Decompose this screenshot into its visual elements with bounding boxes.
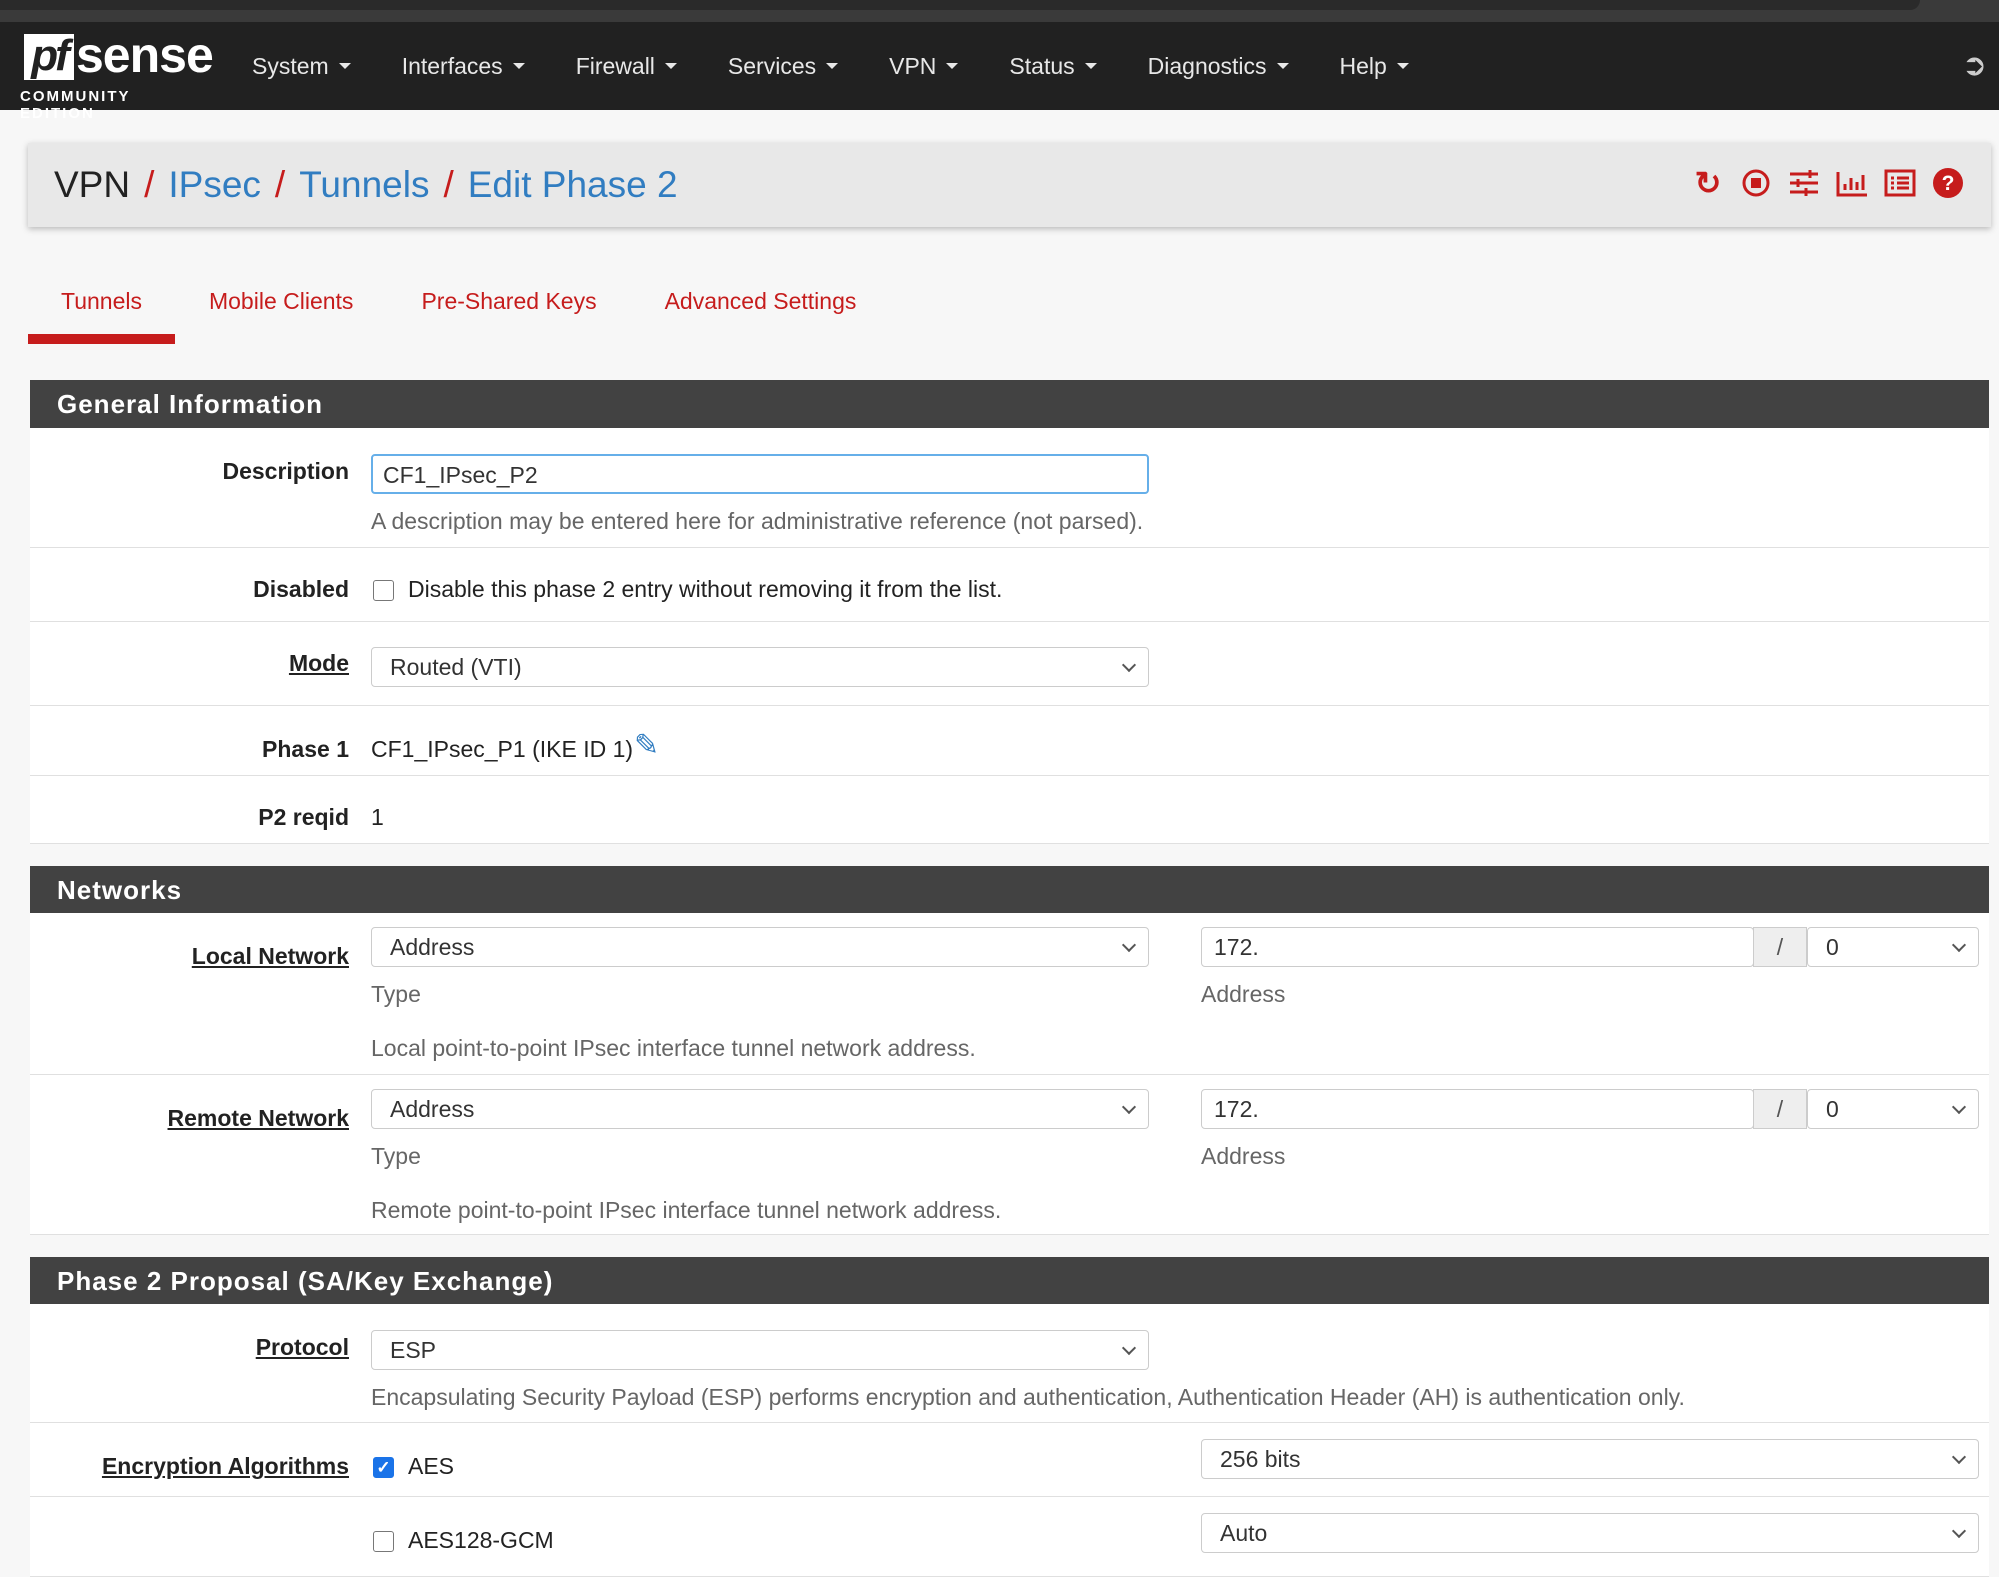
local-type-label: Type xyxy=(371,981,421,1007)
caret-down-icon xyxy=(512,63,525,69)
description-help: A description may be entered here for ad… xyxy=(371,508,1144,534)
logout-icon[interactable]: ➲ xyxy=(1961,49,1987,82)
remote-type-label: Type xyxy=(371,1143,421,1169)
remote-address-input[interactable]: 172. xyxy=(1201,1089,1754,1129)
stop-icon[interactable] xyxy=(1739,163,1773,203)
help-icon[interactable]: ? xyxy=(1931,163,1965,203)
description-label: Description xyxy=(222,458,349,484)
disabled-label: Disabled xyxy=(253,576,349,602)
phase1-label: Phase 1 xyxy=(262,736,349,762)
aes128gcm-keylen-select[interactable]: Auto xyxy=(1201,1513,1979,1553)
tab-bar: Tunnels Mobile Clients Pre-Shared Keys A… xyxy=(28,284,890,344)
row-protocol: Protocol ESP Encapsulating Security Payl… xyxy=(30,1304,1989,1423)
nav-services[interactable]: Services xyxy=(728,53,839,80)
disabled-checkbox[interactable] xyxy=(373,580,394,601)
nav-diagnostics[interactable]: Diagnostics xyxy=(1148,53,1289,80)
remote-network-help: Remote point-to-point IPsec interface tu… xyxy=(371,1197,1002,1223)
breadcrumb-edit-phase2[interactable]: Edit Phase 2 xyxy=(467,164,678,205)
caret-down-icon xyxy=(1276,63,1289,69)
aes-checkbox[interactable]: ✓ xyxy=(373,1457,394,1478)
pfsense-logo[interactable]: pf sense COMMUNITY EDITION xyxy=(20,27,214,122)
local-prefix-select[interactable]: 0 xyxy=(1807,927,1979,967)
navbar: pf sense COMMUNITY EDITION System Interfac… xyxy=(0,22,1999,122)
caret-down-icon xyxy=(1084,63,1097,69)
pencil-icon[interactable]: ✎ xyxy=(634,729,660,762)
row-disabled: Disabled Disable this phase 2 entry with… xyxy=(30,548,1989,622)
nav-firewall[interactable]: Firewall xyxy=(576,53,677,80)
restart-icon[interactable]: ↻ xyxy=(1694,165,1722,201)
remote-address-label: Address xyxy=(1201,1143,1286,1169)
aes-keylen-select[interactable]: 256 bits xyxy=(1201,1439,1979,1479)
disabled-text: Disable this phase 2 entry without remov… xyxy=(408,576,1003,602)
local-address-input[interactable]: 172. xyxy=(1201,927,1754,967)
nav-system[interactable]: System xyxy=(252,53,351,80)
row-phase1: Phase 1 CF1_IPsec_P1 (IKE ID 1) ✎ xyxy=(30,706,1989,776)
caret-down-icon xyxy=(664,63,677,69)
caret-down-icon xyxy=(946,63,959,69)
tab-mobile-clients[interactable]: Mobile Clients xyxy=(208,288,354,314)
breadcrumb-tunnels[interactable]: Tunnels xyxy=(299,164,430,205)
window-top-strip xyxy=(0,0,1999,22)
local-type-select[interactable]: Address xyxy=(371,927,1149,967)
list-icon[interactable] xyxy=(1883,163,1917,203)
tab-tunnels[interactable]: Tunnels xyxy=(28,284,175,344)
phase1-value: CF1_IPsec_P1 (IKE ID 1) xyxy=(371,736,634,762)
remote-type-select[interactable]: Address xyxy=(371,1089,1149,1129)
aes128gcm-checkbox[interactable] xyxy=(373,1531,394,1552)
reqid-label: P2 reqid xyxy=(258,804,349,830)
description-input[interactable]: CF1_IPsec_P2 xyxy=(371,454,1149,494)
bar-chart-icon[interactable] xyxy=(1835,163,1869,203)
nav-vpn[interactable]: VPN xyxy=(889,53,959,80)
nav-help[interactable]: Help xyxy=(1340,53,1409,80)
panel-header-proposal: Phase 2 Proposal (SA/Key Exchange) xyxy=(30,1257,1989,1305)
breadcrumb-ipsec[interactable]: IPsec xyxy=(168,164,261,205)
aes128gcm-label: AES128-GCM xyxy=(408,1527,554,1553)
sliders-icon[interactable] xyxy=(1787,163,1821,203)
tab-advanced-settings[interactable]: Advanced Settings xyxy=(664,288,857,314)
protocol-label[interactable]: Protocol xyxy=(255,1334,349,1360)
row-description: Description CF1_IPsec_P2 A description m… xyxy=(30,428,1989,548)
panel-header-general: General Information xyxy=(30,380,1989,428)
local-network-label[interactable]: Local Network xyxy=(191,943,349,969)
remote-prefix-select[interactable]: 0 xyxy=(1807,1089,1979,1129)
tab-pre-shared-keys[interactable]: Pre-Shared Keys xyxy=(421,288,597,314)
local-address-label: Address xyxy=(1201,981,1286,1007)
row-mode: Mode Routed (VTI) xyxy=(30,622,1989,706)
caret-down-icon xyxy=(338,63,351,69)
mode-label[interactable]: Mode xyxy=(288,650,349,676)
reqid-value: 1 xyxy=(371,804,384,830)
nav-interfaces[interactable]: Interfaces xyxy=(402,53,525,80)
breadcrumb-vpn: VPN xyxy=(54,164,131,205)
row-remote-network: Remote Network Address Type 172. / 0 Add… xyxy=(30,1075,1989,1235)
remote-slash: / xyxy=(1753,1089,1807,1129)
remote-network-label[interactable]: Remote Network xyxy=(167,1105,349,1131)
caret-down-icon xyxy=(826,63,839,69)
caret-down-icon xyxy=(1396,63,1409,69)
row-local-network: Local Network Address Type 172. / 0 Addr… xyxy=(30,913,1989,1075)
row-encryption-aes128gcm: AES128-GCM Auto xyxy=(30,1497,1989,1577)
protocol-select[interactable]: ESP xyxy=(371,1330,1149,1370)
nav-status[interactable]: Status xyxy=(1009,53,1097,80)
row-p2-reqid: P2 reqid 1 xyxy=(30,776,1989,844)
aes-label: AES xyxy=(408,1453,455,1479)
mode-select[interactable]: Routed (VTI) xyxy=(371,647,1149,687)
local-slash: / xyxy=(1753,927,1807,967)
encryption-label[interactable]: Encryption Algorithms xyxy=(101,1453,349,1479)
panel-header-networks: Networks xyxy=(30,866,1989,914)
svg-text:?: ? xyxy=(1942,172,1955,195)
local-network-help: Local point-to-point IPsec interface tun… xyxy=(371,1035,976,1061)
breadcrumb: VPN / IPsec / Tunnels / Edit Phase 2 ↻ ? xyxy=(28,143,1991,227)
row-encryption-aes: Encryption Algorithms ✓ AES 256 bits xyxy=(30,1423,1989,1497)
protocol-help: Encapsulating Security Payload (ESP) per… xyxy=(371,1384,1685,1410)
